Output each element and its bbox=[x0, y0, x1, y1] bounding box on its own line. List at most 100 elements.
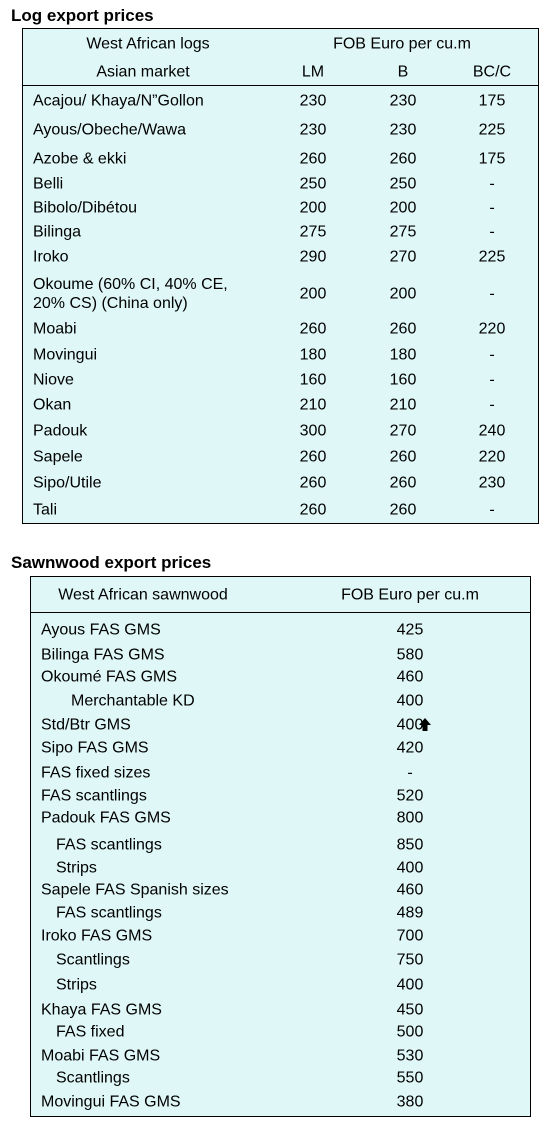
row-label: Tali bbox=[33, 501, 58, 519]
cell-value: 175 bbox=[478, 92, 506, 110]
cell-value: - bbox=[489, 199, 495, 217]
column-header: FOB Euro per cu.m bbox=[341, 586, 479, 604]
cell-value: 240 bbox=[478, 422, 506, 440]
cell-value: - bbox=[407, 764, 413, 782]
cell-value: 500 bbox=[396, 1023, 424, 1041]
cell-value: 180 bbox=[389, 346, 417, 364]
row-label: Sapele bbox=[33, 448, 83, 466]
row-label: Ayous FAS GMS bbox=[41, 621, 161, 639]
cell-value: 290 bbox=[299, 248, 327, 266]
row-label: Movingui bbox=[33, 346, 98, 364]
sawnwood-table bbox=[30, 576, 531, 1117]
cell-value: 800 bbox=[396, 809, 424, 827]
cell-value: 210 bbox=[389, 396, 417, 414]
column-header: West African sawnwood bbox=[58, 586, 228, 604]
cell-value: - bbox=[489, 285, 495, 303]
cell-value: 225 bbox=[478, 248, 506, 266]
row-label: Strips bbox=[56, 859, 97, 877]
cell-value: 260 bbox=[299, 320, 327, 338]
row-label: Padouk bbox=[33, 422, 88, 440]
cell-value: - bbox=[489, 396, 495, 414]
row-label: Scantlings bbox=[56, 1069, 130, 1087]
row-label: Azobe & ekki bbox=[33, 150, 127, 168]
cell-value: 200 bbox=[389, 199, 417, 217]
row-label: Bilinga bbox=[33, 223, 82, 241]
cell-value: 275 bbox=[389, 223, 417, 241]
cell-value: 489 bbox=[396, 904, 424, 922]
column-header: BC/C bbox=[472, 63, 512, 81]
cell-value: 420 bbox=[396, 739, 424, 757]
cell-value: 425 bbox=[396, 621, 424, 639]
cell-value: 260 bbox=[389, 448, 417, 466]
column-header: West African logs bbox=[86, 35, 210, 53]
column-header: Asian market bbox=[96, 63, 190, 81]
cell-value: 210 bbox=[299, 396, 327, 414]
cell-value: 520 bbox=[396, 787, 424, 805]
cell-value: 530 bbox=[396, 1047, 424, 1065]
cell-value: - bbox=[489, 371, 495, 389]
cell-value: 200 bbox=[299, 199, 327, 217]
cell-value: 260 bbox=[389, 320, 417, 338]
row-label: Std/Btr GMS bbox=[41, 716, 131, 734]
cell-value: 400 bbox=[396, 859, 424, 877]
cell-value: 400 bbox=[396, 692, 424, 710]
row-label: Acajou/ Khaya/N”Gollon bbox=[33, 92, 204, 110]
cell-value: 850 bbox=[396, 836, 424, 854]
row-label: FAS scantlings bbox=[41, 787, 147, 805]
row-label: Moabi FAS GMS bbox=[41, 1047, 161, 1065]
cell-value: 200 bbox=[389, 285, 417, 303]
cell-value: 270 bbox=[389, 248, 417, 266]
row-label: FAS scantlings bbox=[56, 904, 162, 922]
row-label: Okoume (60% CI, 40% CE, 20% CS) (China o… bbox=[33, 276, 228, 312]
cell-value: 230 bbox=[478, 474, 506, 492]
cell-value: 260 bbox=[299, 474, 327, 492]
header-rule bbox=[30, 612, 530, 613]
cell-value: 700 bbox=[396, 927, 424, 945]
row-label: Sapele FAS Spanish sizes bbox=[41, 881, 229, 899]
cell-value: - bbox=[489, 501, 495, 519]
row-label: Scantlings bbox=[56, 951, 130, 969]
cell-value: 230 bbox=[389, 92, 417, 110]
cell-value: 380 bbox=[396, 1093, 424, 1111]
log-table bbox=[22, 28, 539, 524]
row-label: Movingui FAS GMS bbox=[41, 1093, 181, 1111]
section-title: Log export prices bbox=[11, 6, 154, 25]
cell-value: 450 bbox=[396, 1001, 424, 1019]
cell-value: 260 bbox=[389, 501, 417, 519]
cell-value: 220 bbox=[478, 320, 506, 338]
cell-value: 230 bbox=[389, 121, 417, 139]
cell-value: 260 bbox=[389, 150, 417, 168]
row-label: Iroko FAS GMS bbox=[41, 927, 153, 945]
cell-value: 260 bbox=[299, 448, 327, 466]
cell-value: 550 bbox=[396, 1069, 424, 1087]
cell-value: 250 bbox=[389, 175, 417, 193]
cell-value: 460 bbox=[396, 668, 424, 686]
cell-value: 230 bbox=[299, 121, 327, 139]
cell-value: - bbox=[489, 346, 495, 364]
header-rule bbox=[22, 85, 538, 86]
cell-value: 160 bbox=[389, 371, 417, 389]
row-label: Sipo/Utile bbox=[33, 474, 102, 492]
row-label: Khaya FAS GMS bbox=[41, 1001, 162, 1019]
row-label: Merchantable KD bbox=[71, 692, 195, 710]
cell-value: 400 bbox=[396, 976, 424, 994]
row-label: Padouk FAS GMS bbox=[41, 809, 171, 827]
row-label: Iroko bbox=[33, 248, 69, 266]
column-header: B bbox=[397, 63, 409, 81]
cell-value: 300 bbox=[299, 422, 327, 440]
cell-value: 200 bbox=[299, 285, 327, 303]
row-label: Okan bbox=[33, 396, 72, 414]
row-label: Strips bbox=[56, 976, 97, 994]
section-title: Sawnwood export prices bbox=[11, 553, 212, 572]
cell-value: 180 bbox=[299, 346, 327, 364]
cell-value: 460 bbox=[396, 881, 424, 899]
row-label: FAS scantlings bbox=[56, 836, 162, 854]
cell-value: 400 bbox=[396, 716, 424, 734]
cell-value: 580 bbox=[396, 646, 424, 664]
cell-value: 225 bbox=[478, 121, 506, 139]
cell-value: 260 bbox=[389, 474, 417, 492]
cell-value: 260 bbox=[299, 501, 327, 519]
row-label: Bibolo/Dibétou bbox=[33, 199, 138, 217]
column-header: LM bbox=[301, 63, 325, 81]
